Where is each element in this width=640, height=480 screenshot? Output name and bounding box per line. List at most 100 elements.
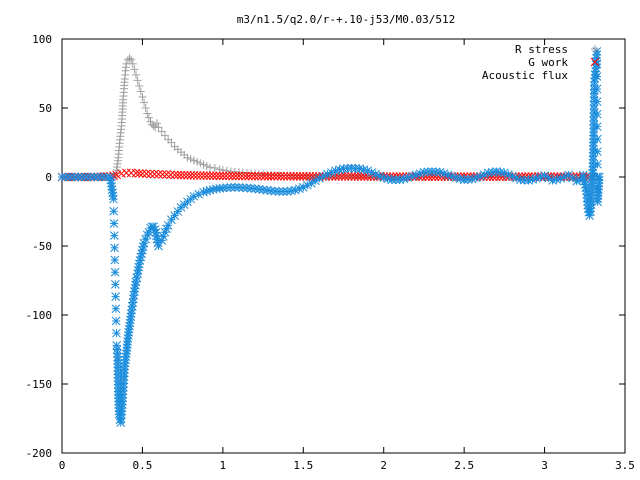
data-point [196, 159, 205, 168]
y-tick-label: -100 [26, 309, 53, 322]
data-point [266, 171, 276, 181]
data-point [167, 138, 176, 147]
data-point [351, 164, 360, 173]
data-point [231, 171, 241, 181]
data-point [292, 171, 302, 181]
data-point [167, 215, 176, 225]
data-point [592, 84, 602, 94]
data-point [593, 159, 602, 169]
data-point [183, 170, 192, 180]
data-point [592, 134, 602, 144]
data-point [202, 171, 212, 180]
data-point [189, 156, 198, 165]
data-point [306, 178, 316, 188]
data-point [262, 185, 272, 195]
x-tick-label: 2.5 [454, 459, 474, 472]
data-point [295, 172, 305, 181]
data-point [594, 172, 604, 182]
data-point [250, 171, 260, 181]
data-point [154, 123, 163, 132]
x-tick-label: 0.5 [132, 459, 152, 472]
data-point [244, 171, 253, 181]
data-point [170, 211, 179, 220]
data-point [85, 172, 95, 182]
data-point [273, 171, 282, 181]
data-point [347, 163, 356, 173]
data-point [237, 171, 247, 181]
data-point [208, 171, 218, 181]
data-point [305, 172, 315, 181]
data-point [218, 171, 228, 181]
data-point [157, 127, 166, 136]
data-point [592, 97, 602, 106]
data-point [157, 236, 167, 245]
data-point [224, 171, 234, 181]
data-point [77, 172, 87, 182]
data-point [319, 171, 328, 181]
data-point [121, 168, 131, 178]
data-point [173, 170, 183, 180]
data-point [592, 109, 602, 119]
data-point [189, 171, 199, 180]
y-tick-label: -150 [26, 378, 53, 391]
data-point [270, 186, 280, 196]
data-point [289, 171, 298, 181]
data-point [109, 194, 118, 204]
data-point [138, 92, 147, 101]
data-point [130, 65, 139, 74]
data-point [221, 171, 231, 181]
legend-label: R stress [515, 43, 568, 56]
data-point [111, 304, 121, 314]
data-point [247, 171, 257, 181]
data-point [459, 175, 469, 185]
x-tick-label: 0 [59, 459, 66, 472]
data-point [109, 206, 119, 216]
data-point [134, 168, 144, 178]
data-point [110, 243, 119, 253]
data-point [199, 160, 208, 169]
data-point [382, 172, 392, 181]
data-point [298, 172, 308, 181]
data-point [205, 163, 214, 172]
x-tick-label: 1.5 [293, 459, 313, 472]
data-point [193, 157, 202, 166]
data-point [356, 172, 366, 181]
series-layer [57, 47, 604, 427]
data-point [199, 171, 208, 180]
data-point [135, 81, 144, 90]
y-tick-label: 100 [32, 33, 52, 46]
data-point [222, 183, 232, 193]
data-point [315, 174, 324, 183]
data-point [110, 255, 120, 265]
data-point [210, 164, 219, 173]
data-point [173, 207, 183, 216]
data-point [170, 170, 179, 180]
data-point [234, 171, 244, 181]
data-point [350, 172, 360, 181]
x-tick-label: 2 [380, 459, 387, 472]
data-point [183, 153, 192, 162]
data-point [128, 59, 137, 68]
data-point [141, 104, 150, 112]
data-point [353, 172, 363, 181]
data-point [134, 259, 144, 269]
data-point [212, 171, 221, 181]
data-point [142, 169, 151, 179]
data-point [179, 170, 189, 180]
data-point [146, 169, 155, 179]
data-point [127, 55, 136, 64]
data-point [133, 76, 142, 85]
legend-marker [590, 70, 600, 80]
data-point [150, 169, 159, 179]
y-axis: 100 50 0 -50 -100 -150 -200 [26, 33, 625, 460]
y-tick-label: 0 [45, 171, 52, 184]
x-tick-label: 3 [541, 459, 548, 472]
data-point [97, 172, 107, 182]
data-point [593, 147, 602, 157]
data-point [81, 172, 91, 182]
data-point [298, 182, 308, 192]
data-point [257, 171, 266, 181]
data-point [343, 172, 353, 181]
